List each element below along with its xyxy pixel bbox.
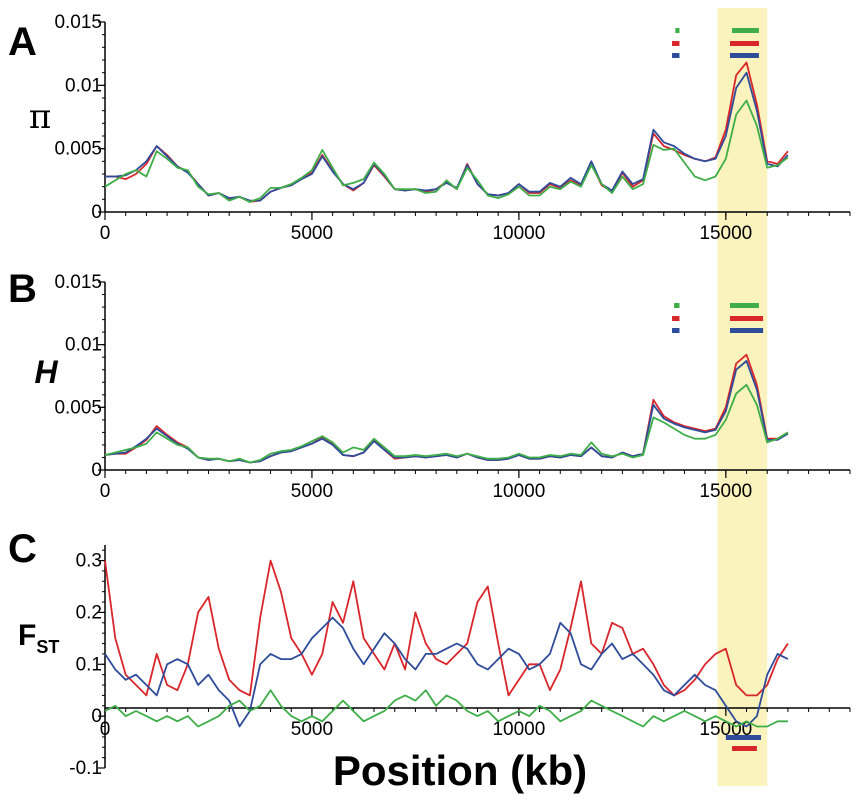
x-tick-label: 10000 (492, 719, 545, 740)
x-tick-label: 5000 (291, 719, 333, 740)
y-tick-label: 0.01 (65, 335, 102, 356)
series-line-2 (104, 616, 789, 728)
x-tick-label: 5000 (291, 223, 333, 244)
panel-a: Aπ 0 0.005 0.01 0.015 0 5000 10000 15000 (8, 12, 851, 244)
segment-marker (729, 316, 764, 321)
y-axis-label: FST (18, 619, 59, 657)
segment-marker (729, 328, 764, 333)
series-line-1 (104, 353, 789, 464)
segment-marker (674, 303, 680, 308)
x-tick-label: 0 (100, 481, 111, 502)
panel-b: B H 0 0.005 0.01 0.015 0 5000 10000 15000 (8, 267, 851, 502)
y-tick-label: 0 (91, 706, 102, 727)
y-tick-label: 0 (91, 460, 102, 481)
y-tick-label: 0.015 (54, 272, 102, 293)
segment-marker (729, 53, 759, 58)
segment-marker (729, 41, 759, 46)
y-tick-label: 0.005 (54, 397, 102, 418)
x-tick-label: 10000 (492, 223, 545, 244)
segment-marker (732, 28, 759, 33)
panel-letter: B (8, 267, 37, 311)
y-tick-label: 0.005 (54, 139, 102, 160)
y-tick-label: 0 (91, 202, 102, 223)
y-tick-label: 0.3 (76, 551, 102, 572)
series-line-3 (104, 383, 789, 464)
y-axis-label: π (29, 97, 51, 137)
segment-marker (672, 53, 680, 58)
x-tick-label: 0 (100, 223, 111, 244)
panel-letter: C (8, 527, 37, 571)
segment-marker (675, 28, 680, 33)
series-line-3 (104, 99, 789, 203)
series-line-2 (104, 360, 789, 464)
y-tick-label: 0.1 (76, 654, 102, 675)
segment-marker (672, 41, 680, 46)
segment-marker (672, 316, 680, 321)
y-axis-label-subscript: ST (36, 637, 59, 657)
segment-marker (672, 328, 680, 333)
x-tick-label: 10000 (492, 481, 545, 502)
x-tick-label: 15000 (699, 223, 752, 244)
y-tick-label: -0.1 (69, 758, 102, 779)
segment-marker (725, 735, 762, 740)
series-line-3 (104, 689, 788, 728)
y-axis-label: H (34, 354, 58, 390)
segment-marker (732, 746, 757, 751)
y-tick-label: 0.015 (54, 12, 102, 33)
x-tick-label: 5000 (291, 481, 333, 502)
panel-letter: A (8, 20, 37, 64)
x-axis-label: Position (kb) (333, 747, 587, 794)
y-tick-label: 0.2 (76, 602, 102, 623)
y-tick-label: 0.01 (65, 75, 102, 96)
x-tick-label: 15000 (699, 481, 752, 502)
segment-marker (729, 303, 759, 308)
x-tick-label: 0 (100, 719, 111, 740)
